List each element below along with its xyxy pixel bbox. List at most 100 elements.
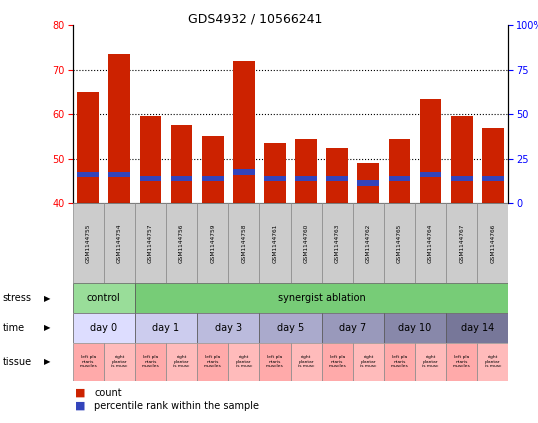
Bar — [451, 116, 472, 203]
Bar — [233, 169, 254, 175]
Bar — [228, 203, 259, 283]
Text: GSM1144766: GSM1144766 — [490, 224, 495, 263]
Text: GSM1144760: GSM1144760 — [303, 223, 309, 263]
Text: time: time — [3, 323, 25, 333]
Bar — [135, 203, 166, 283]
Text: right
plantar
is musc: right plantar is musc — [422, 355, 439, 368]
Text: ■: ■ — [75, 387, 86, 398]
Bar — [104, 343, 135, 381]
Bar — [228, 343, 259, 381]
Bar — [322, 343, 353, 381]
Text: left pla
ntaris
muscles: left pla ntaris muscles — [453, 355, 471, 368]
Text: day 3: day 3 — [215, 323, 242, 333]
Bar — [322, 313, 384, 343]
Bar — [451, 176, 472, 181]
Text: GSM1144761: GSM1144761 — [272, 224, 278, 263]
Bar — [446, 203, 477, 283]
Text: GSM1144764: GSM1144764 — [428, 223, 433, 263]
Text: GSM1144757: GSM1144757 — [148, 223, 153, 263]
Bar — [77, 171, 99, 177]
Text: right
plantar
is musc: right plantar is musc — [173, 355, 190, 368]
Bar — [477, 343, 508, 381]
Bar — [109, 171, 130, 177]
Text: left pla
ntaris
muscles: left pla ntaris muscles — [266, 355, 284, 368]
Bar — [73, 283, 135, 313]
Bar — [388, 176, 410, 181]
Text: GSM1144767: GSM1144767 — [459, 223, 464, 263]
Bar — [264, 176, 286, 181]
Bar — [415, 343, 446, 381]
Bar — [327, 148, 348, 203]
Text: left pla
ntaris
muscles: left pla ntaris muscles — [141, 355, 159, 368]
Bar — [171, 176, 193, 181]
Bar — [420, 99, 442, 203]
Bar — [384, 203, 415, 283]
Bar — [295, 139, 317, 203]
Text: ▶: ▶ — [44, 323, 51, 332]
Text: right
plantar
is musc: right plantar is musc — [485, 355, 501, 368]
Text: stress: stress — [3, 293, 32, 303]
Bar — [139, 116, 161, 203]
Bar — [353, 203, 384, 283]
Bar — [357, 180, 379, 186]
Bar — [291, 203, 322, 283]
Text: GSM1144759: GSM1144759 — [210, 223, 215, 263]
Bar — [446, 313, 508, 343]
Text: right
plantar
is musc: right plantar is musc — [236, 355, 252, 368]
Bar — [327, 176, 348, 181]
Bar — [202, 176, 224, 181]
Bar — [73, 203, 104, 283]
Bar — [104, 203, 135, 283]
Bar — [420, 171, 442, 177]
Bar — [291, 343, 322, 381]
Bar — [295, 176, 317, 181]
Text: GSM1144754: GSM1144754 — [117, 223, 122, 263]
Text: GSM1144758: GSM1144758 — [242, 223, 246, 263]
Text: tissue: tissue — [3, 357, 32, 367]
Text: GSM1144756: GSM1144756 — [179, 223, 184, 263]
Bar — [77, 92, 99, 203]
Text: count: count — [94, 387, 122, 398]
Bar — [384, 313, 446, 343]
Bar — [477, 203, 508, 283]
Bar — [171, 125, 193, 203]
Bar — [482, 128, 504, 203]
Text: left pla
ntaris
muscles: left pla ntaris muscles — [204, 355, 222, 368]
Text: day 7: day 7 — [339, 323, 366, 333]
Text: percentile rank within the sample: percentile rank within the sample — [94, 401, 259, 411]
Text: ■: ■ — [75, 401, 86, 411]
Bar — [322, 203, 353, 283]
Text: ▶: ▶ — [44, 294, 51, 303]
Text: left pla
ntaris
muscles: left pla ntaris muscles — [79, 355, 97, 368]
Bar — [166, 343, 197, 381]
Bar — [259, 343, 291, 381]
Bar — [73, 313, 135, 343]
Bar — [259, 313, 322, 343]
Text: day 14: day 14 — [461, 323, 494, 333]
Text: day 1: day 1 — [152, 323, 180, 333]
Bar — [415, 203, 446, 283]
Text: ▶: ▶ — [44, 357, 51, 366]
Text: GSM1144762: GSM1144762 — [366, 223, 371, 263]
Bar — [135, 343, 166, 381]
Bar — [353, 343, 384, 381]
Text: right
plantar
is musc: right plantar is musc — [298, 355, 314, 368]
Text: day 10: day 10 — [399, 323, 431, 333]
Text: right
plantar
is musc: right plantar is musc — [360, 355, 377, 368]
Bar — [135, 313, 197, 343]
Bar — [357, 163, 379, 203]
Bar — [264, 143, 286, 203]
Bar — [109, 54, 130, 203]
Bar — [73, 343, 104, 381]
Bar — [197, 313, 259, 343]
Text: control: control — [87, 293, 121, 303]
Bar — [482, 176, 504, 181]
Bar — [446, 343, 477, 381]
Text: GSM1144763: GSM1144763 — [335, 223, 339, 263]
Bar — [139, 176, 161, 181]
Text: GSM1144765: GSM1144765 — [397, 223, 402, 263]
Bar — [166, 203, 197, 283]
Text: day 5: day 5 — [277, 323, 304, 333]
Bar — [135, 283, 508, 313]
Bar — [197, 203, 228, 283]
